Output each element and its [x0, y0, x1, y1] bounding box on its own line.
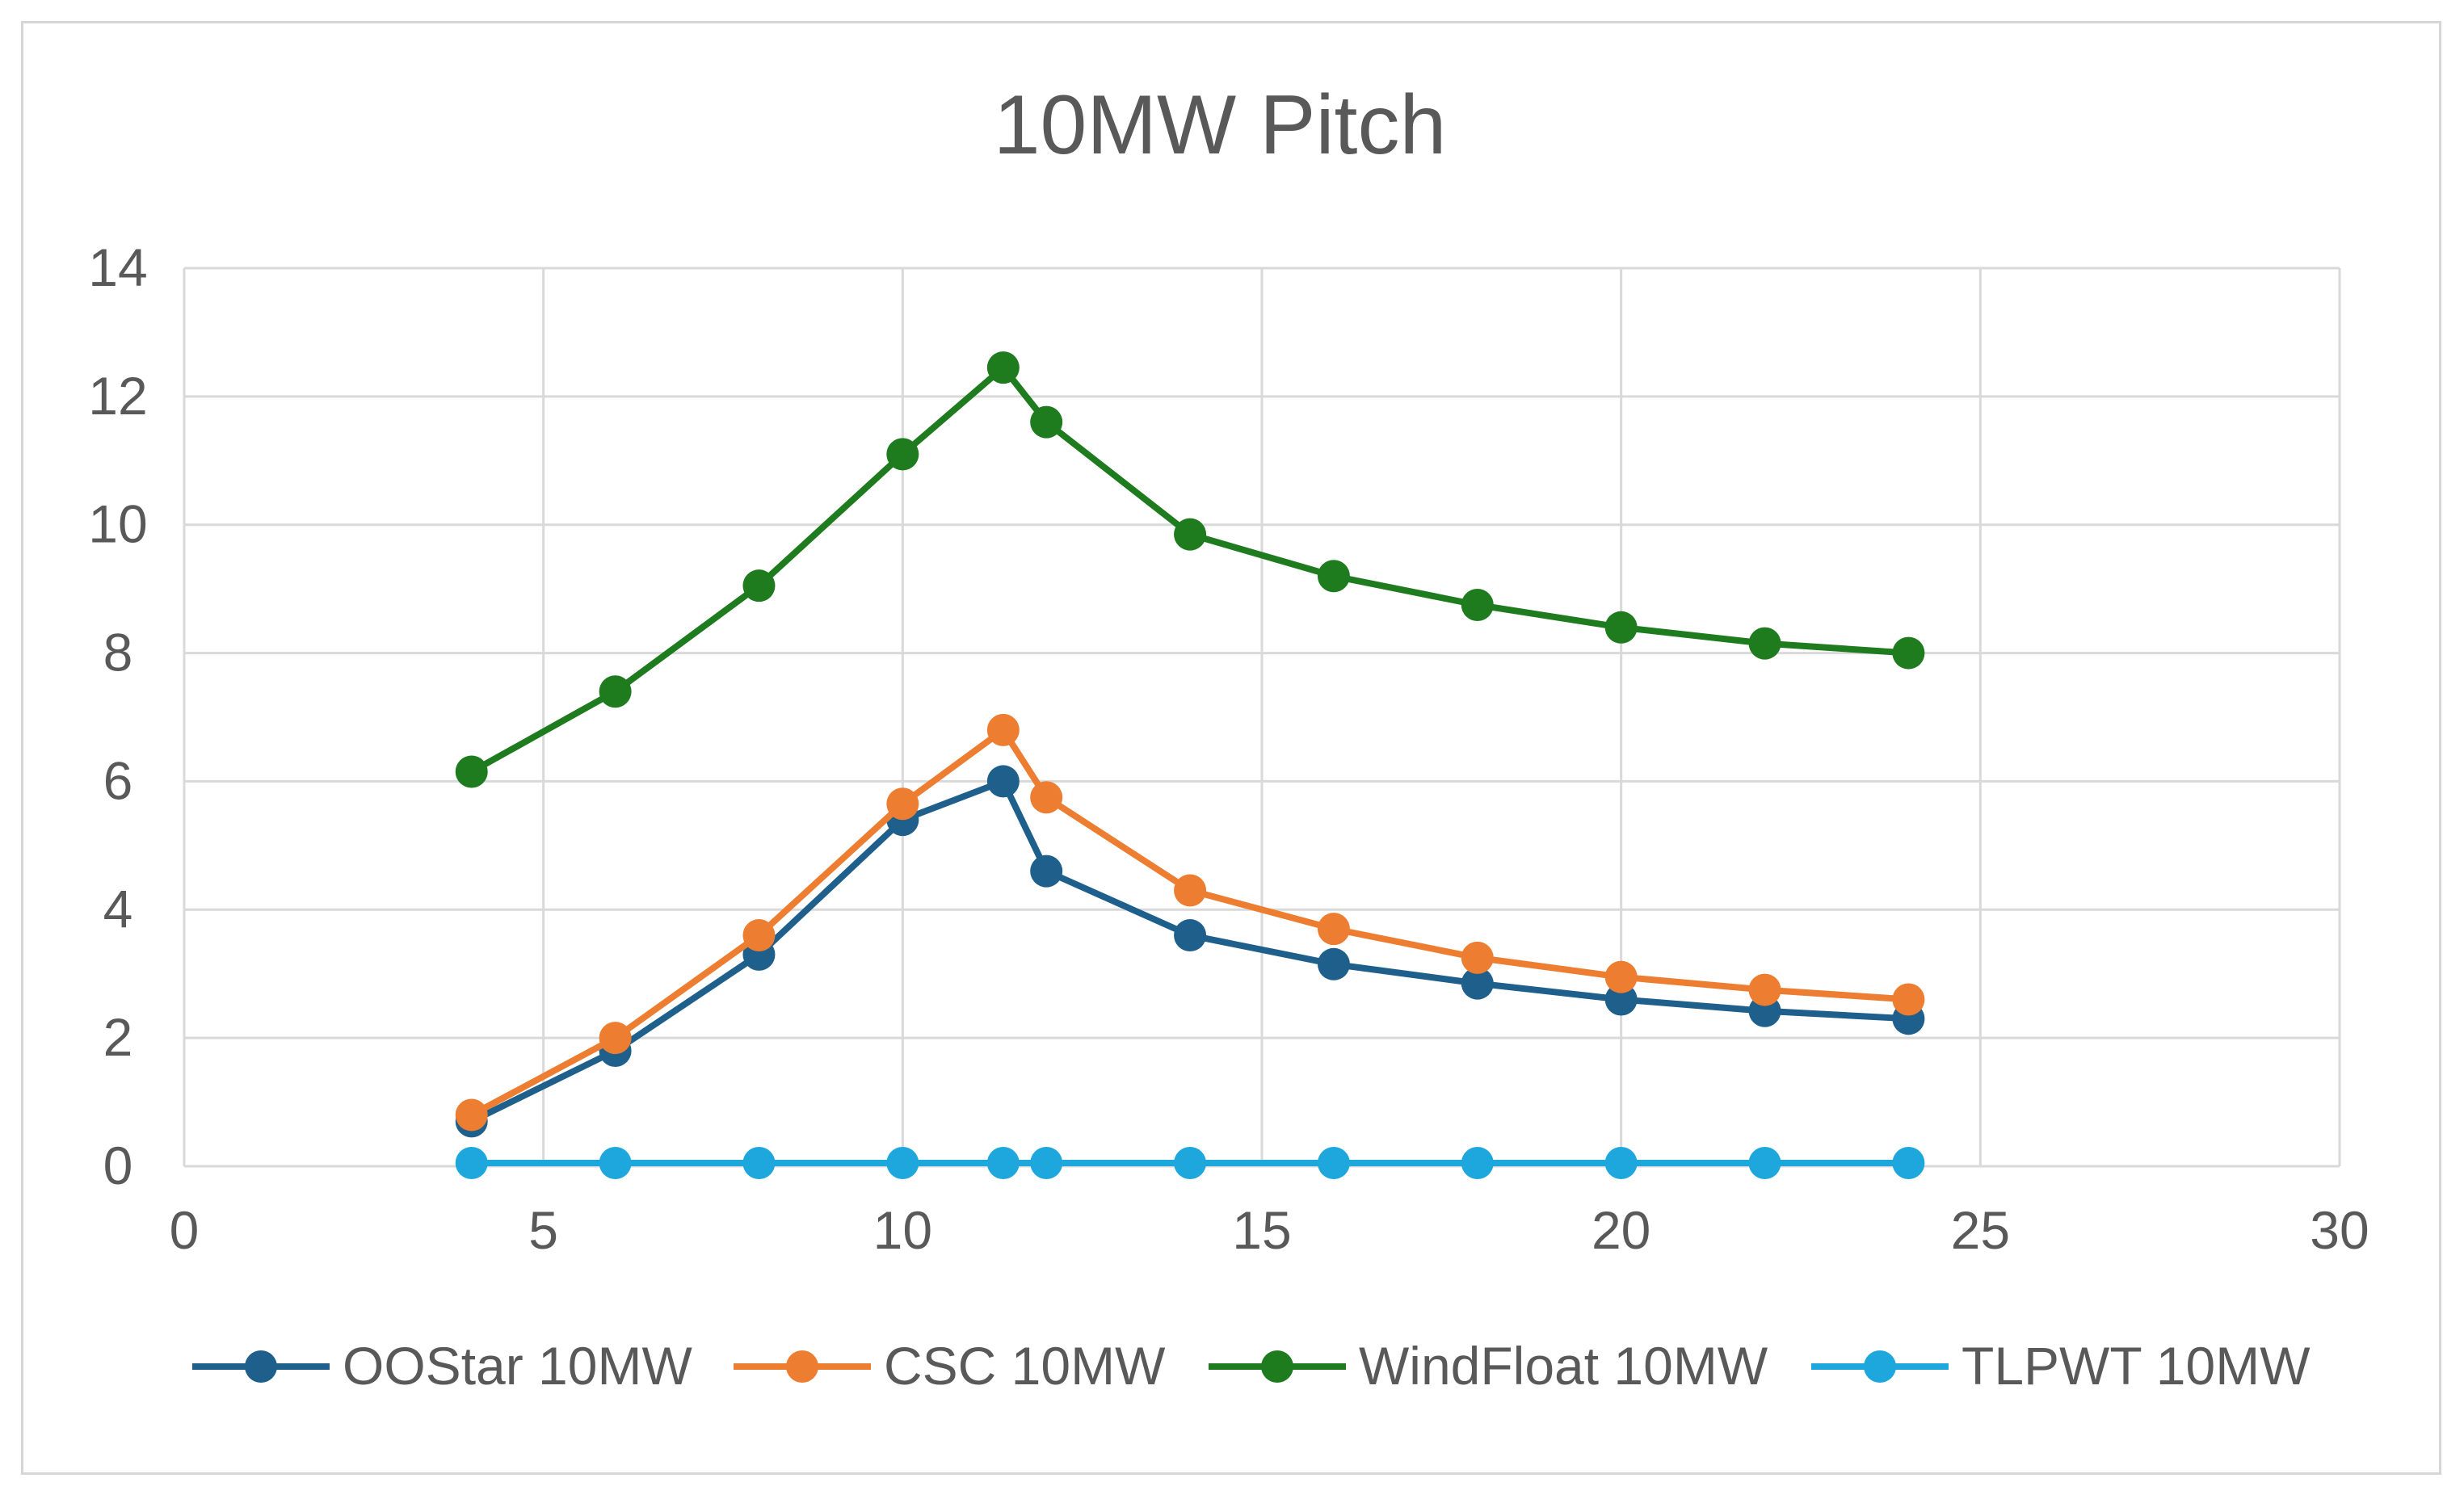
series-tlpwt-10mw: [455, 1147, 1925, 1180]
series-line: [468, 778, 1912, 1125]
data-point: [1174, 1147, 1207, 1180]
legend-item-windfloat-10mw: WindFloat 10MW: [1209, 1336, 1768, 1396]
data-point: [886, 438, 919, 471]
legend-label: CSC 10MW: [884, 1336, 1166, 1396]
data-point: [742, 1147, 776, 1180]
legend-marker: [245, 1350, 277, 1383]
data-point: [886, 1147, 919, 1180]
data-point: [1317, 1147, 1350, 1180]
data-point: [1317, 913, 1350, 946]
data-point: [599, 1147, 632, 1180]
series-line: [468, 726, 1912, 1119]
legend-marker: [1864, 1350, 1896, 1383]
y-tick-label: 4: [103, 879, 133, 938]
data-point: [1748, 973, 1781, 1006]
x-tick-label: 10: [873, 1200, 932, 1260]
data-point: [1604, 611, 1638, 644]
data-point: [1030, 781, 1063, 814]
data-point: [1604, 1147, 1638, 1180]
data-point: [1892, 636, 1925, 670]
axis-ticks: 0 2 4 6 8 10 12 14 0 5 10 15 20 25 30: [88, 237, 2369, 1260]
data-point: [455, 755, 488, 788]
x-tick-label: 0: [170, 1200, 200, 1260]
data-series: [455, 351, 1925, 1180]
legend-item-tlpwt-10mw: TLPWT 10MW: [1811, 1336, 2311, 1396]
data-point: [1892, 983, 1925, 1016]
data-point: [1748, 627, 1781, 660]
series-oostar-10mw: [455, 765, 1925, 1138]
data-point: [886, 787, 919, 821]
x-tick-label: 25: [1951, 1200, 2010, 1260]
x-tick-label: 15: [1232, 1200, 1291, 1260]
chart-title: 10MW Pitch: [994, 78, 1447, 172]
data-point: [1317, 947, 1350, 980]
data-point: [1174, 874, 1207, 907]
data-point: [1461, 941, 1494, 974]
legend-label: OOStar 10MW: [343, 1336, 692, 1396]
series-windfloat-10mw: [455, 351, 1925, 788]
y-tick-label: 14: [88, 237, 147, 297]
y-tick-label: 8: [103, 623, 133, 682]
legend-marker: [786, 1350, 818, 1383]
data-point: [1461, 589, 1494, 621]
data-point: [1317, 560, 1350, 593]
y-tick-label: 10: [88, 494, 147, 554]
y-tick-label: 12: [88, 366, 147, 426]
data-point: [1461, 967, 1494, 1000]
y-tick-label: 6: [103, 750, 133, 810]
data-point: [599, 1022, 632, 1055]
data-point: [1174, 919, 1207, 952]
gridlines: [183, 267, 2341, 1168]
data-point: [1461, 1147, 1494, 1180]
data-point: [986, 765, 1020, 798]
legend: OOStar 10MW CSC 10MW WindFloat 10MW TLPWT 1…: [192, 1336, 2311, 1396]
data-point: [1748, 1147, 1781, 1180]
data-point: [742, 919, 776, 952]
legend-marker: [1261, 1350, 1293, 1383]
data-point: [986, 351, 1020, 384]
x-tick-label: 5: [528, 1200, 558, 1260]
legend-label: TLPWT 10MW: [1962, 1336, 2311, 1396]
data-point: [1174, 518, 1207, 551]
data-point: [599, 675, 632, 708]
data-point: [1892, 1147, 1925, 1180]
x-tick-label: 20: [1592, 1200, 1650, 1260]
series-line: [468, 364, 1912, 775]
y-tick-label: 2: [103, 1007, 133, 1067]
data-point: [455, 1147, 488, 1180]
data-point: [1030, 405, 1063, 439]
legend-item-oostar-10mw: OOStar 10MW: [192, 1336, 692, 1396]
legend-item-csc-10mw: CSC 10MW: [734, 1336, 1166, 1396]
data-point: [455, 1098, 488, 1132]
data-point: [986, 713, 1020, 746]
y-tick-label: 0: [103, 1136, 133, 1195]
chart-frame: [21, 21, 2441, 1475]
series-csc-10mw: [455, 713, 1925, 1132]
data-point: [1604, 983, 1638, 1016]
data-point: [1030, 1147, 1063, 1180]
legend-label: WindFloat 10MW: [1359, 1336, 1768, 1396]
x-tick-label: 30: [2310, 1200, 2369, 1260]
data-point: [1604, 960, 1638, 993]
data-point: [986, 1147, 1020, 1180]
data-point: [742, 569, 776, 603]
data-point: [1030, 854, 1063, 888]
